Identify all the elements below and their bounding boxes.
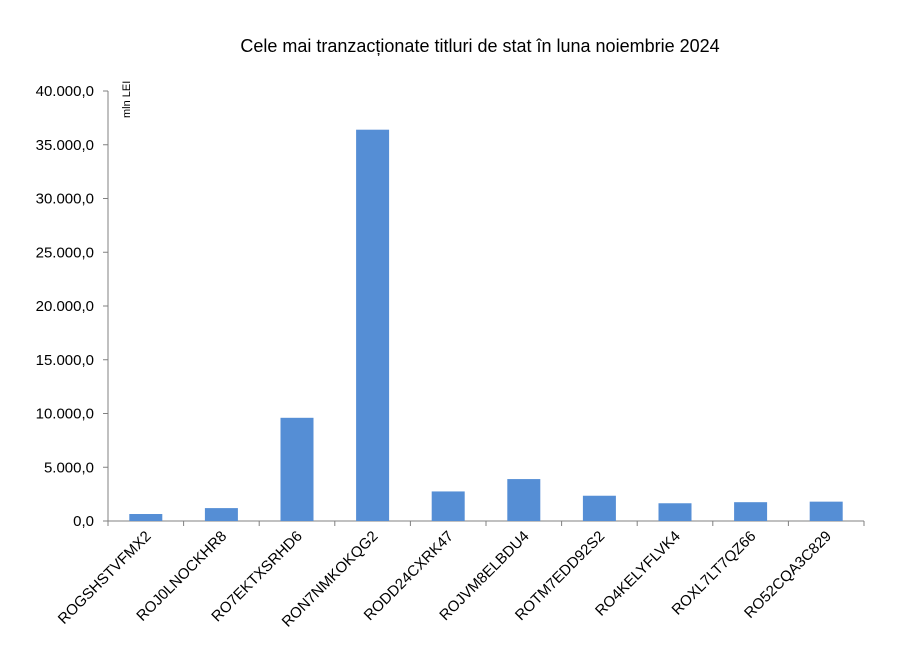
bar [204,508,238,521]
bar [129,514,163,521]
y-tick-label: 0,0 [73,513,94,530]
bar [507,479,541,521]
y-tick-label: 10.000,0 [36,406,94,423]
y-axis: 0,0 5.000,0 10.000,0 15.000,0 20.000,0 25.000… [36,83,109,530]
y-tick-label: 25.000,0 [36,244,94,261]
chart-title: Cele mai tranzacționate titluri de stat … [240,36,719,56]
y-tick-label: 5.000,0 [44,459,94,476]
y-tick-label: 20.000,0 [36,298,94,315]
bar [356,129,390,521]
bar [280,417,314,521]
bars [129,129,843,521]
bar [582,495,616,521]
bar [658,503,692,521]
x-axis: ROGSHSTVFMX2ROJ0LNOCKHR8RO7EKTXSRHD6RON7… [55,520,865,631]
y-tick-label: 30.000,0 [36,191,94,208]
y-tick-label: 35.000,0 [36,137,94,154]
y-tick-label: 40.000,0 [36,83,94,100]
bar [431,491,465,521]
y-tick-label: 15.000,0 [36,352,94,369]
bar [734,502,768,521]
unit-label: mln LEI [121,81,133,118]
bar [809,501,843,521]
